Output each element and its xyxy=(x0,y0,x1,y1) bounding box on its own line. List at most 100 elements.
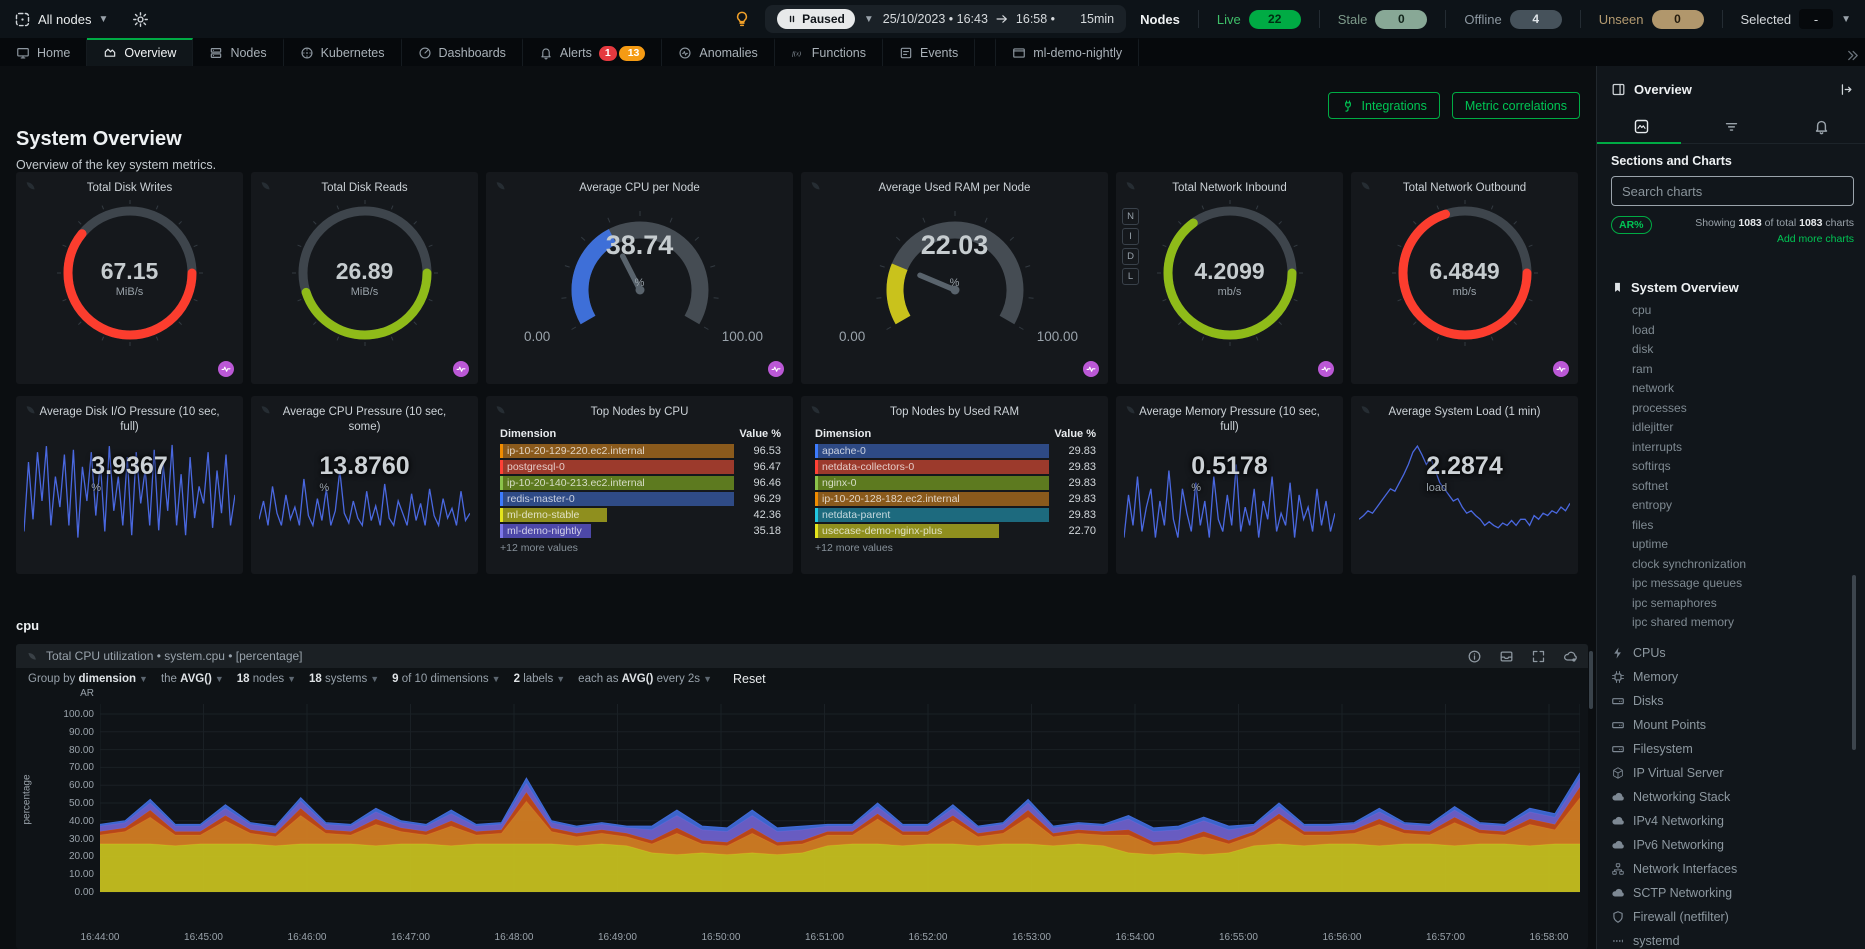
tab-ml-demo-nightly[interactable]: ml-demo-nightly xyxy=(995,38,1140,66)
sidebar-section-sctp-networking[interactable]: SCTP Networking xyxy=(1611,881,1865,905)
sidebar-section-ipv4-networking[interactable]: IPv4 Networking xyxy=(1611,809,1865,833)
sidebar-item-uptime[interactable]: uptime xyxy=(1632,537,1669,551)
anomaly-badge[interactable] xyxy=(1083,361,1099,377)
sidebar-section-mount-points[interactable]: Mount Points xyxy=(1611,713,1865,737)
tab-functions[interactable]: f(x) Functions xyxy=(775,38,883,66)
sidebar-section-filesystem[interactable]: Filesystem xyxy=(1611,737,1865,761)
toolbar-dropdown-avg[interactable]: the AVG() ▼ xyxy=(160,673,224,685)
toolbar-dropdown-9of-10-dimensions[interactable]: 9 of 10 dimensions ▼ xyxy=(392,673,501,685)
toolbar-dropdown-18nodes[interactable]: 18 nodes ▼ xyxy=(236,673,297,685)
chevrons-right-icon[interactable] xyxy=(1845,48,1860,63)
sidebar-item-softnet[interactable]: softnet xyxy=(1632,478,1669,493)
sidebar-item-clock-synchronization[interactable]: clock synchronization xyxy=(1632,556,1747,571)
collapse-sidebar-icon[interactable] xyxy=(1839,82,1854,97)
tab-home[interactable]: Home xyxy=(0,38,88,66)
toolbar-dropdown-2labels[interactable]: 2 labels ▼ xyxy=(513,673,566,685)
sidebar-item-cpu[interactable]: cpu xyxy=(1632,303,1652,317)
sidebar-item-ipc-message-queues[interactable]: ipc message queues xyxy=(1632,576,1743,590)
reset-button[interactable]: Reset xyxy=(732,672,766,686)
sidebar-item-interrupts[interactable]: interrupts xyxy=(1632,439,1683,454)
sidebar-section-ip-virtual-server[interactable]: IP Virtual Server xyxy=(1611,761,1865,785)
gauge[interactable] xyxy=(1116,198,1343,384)
more-values-link[interactable]: +12 more values xyxy=(815,542,893,554)
time-picker[interactable]: Paused ▼ 25/10/2023 • 16:43 16:58 • 15mi… xyxy=(765,5,1127,33)
gauge[interactable] xyxy=(251,198,478,384)
gauge[interactable] xyxy=(16,198,243,384)
table-row[interactable]: ip-10-20-128-182.ec2.internal 29.83 xyxy=(815,492,1096,506)
overlay-letter-i[interactable]: I xyxy=(1122,228,1139,245)
sidebar-section-disks[interactable]: Disks xyxy=(1611,689,1865,713)
table-row[interactable]: ml-demo-stable 42.36 xyxy=(500,508,781,522)
stale-count-badge[interactable]: 0 xyxy=(1375,9,1428,29)
sidebar-section-network-interfaces[interactable]: Network Interfaces xyxy=(1611,857,1865,881)
sidebar-item-ram[interactable]: ram xyxy=(1632,361,1653,376)
sidebar-section-memory[interactable]: Memory xyxy=(1611,665,1865,689)
table-row[interactable]: ip-10-20-129-220.ec2.internal 96.53 xyxy=(500,444,781,458)
table-row[interactable]: nginx-0 29.83 xyxy=(815,476,1096,490)
sidebar-item-softirqs[interactable]: softirqs xyxy=(1632,459,1671,473)
sidebar-section-systemd[interactable]: systemd xyxy=(1611,929,1865,949)
sidebar-item-ipc-semaphores[interactable]: ipc semaphores xyxy=(1632,595,1717,610)
tab-anomalies[interactable]: Anomalies xyxy=(662,38,775,66)
sidebar-item-files[interactable]: files xyxy=(1632,517,1654,532)
sidebar-item-ipc-shared-memory[interactable]: ipc shared memory xyxy=(1632,615,1735,629)
sparkline-chart[interactable] xyxy=(1123,440,1336,562)
gauge[interactable] xyxy=(486,198,793,384)
chart-type-icon[interactable] xyxy=(1499,649,1514,664)
sidebar-section-ipv6-networking[interactable]: IPv6 Networking xyxy=(1611,833,1865,857)
sidebar-item-processes[interactable]: processes xyxy=(1632,400,1687,415)
overlay-letter-l[interactable]: L xyxy=(1122,268,1139,285)
toolbar-dropdown-dimension[interactable]: Group by dimension ▼ xyxy=(28,673,148,685)
search-input[interactable] xyxy=(1611,176,1854,206)
live-count-badge[interactable]: 22 xyxy=(1248,9,1301,29)
tab-filters[interactable] xyxy=(1687,109,1777,143)
anomaly-badge[interactable] xyxy=(768,361,784,377)
sidebar-item-disk[interactable]: disk xyxy=(1632,342,1654,356)
tab-charts[interactable] xyxy=(1597,109,1687,143)
integrations-button[interactable]: Integrations xyxy=(1327,92,1440,119)
add-more-charts-link[interactable]: Add more charts xyxy=(1776,232,1854,245)
sparkline-chart[interactable] xyxy=(23,440,236,562)
offline-count-badge[interactable]: 4 xyxy=(1509,9,1562,29)
anomaly-badge[interactable] xyxy=(218,361,234,377)
main-scrollbar[interactable] xyxy=(1589,651,1593,709)
cpu-area-chart[interactable] xyxy=(100,700,1580,902)
tab-events[interactable]: Events xyxy=(883,38,976,66)
overlay-letter-n[interactable]: N xyxy=(1122,208,1139,225)
ar-percent-badge[interactable]: AR% xyxy=(1611,216,1652,234)
selected-count[interactable]: - xyxy=(1799,9,1834,29)
sidebar-scrollbar[interactable] xyxy=(1852,575,1856,750)
toolbar-dropdown-18systems[interactable]: 18 systems ▼ xyxy=(309,673,380,685)
gauge[interactable] xyxy=(1351,198,1578,384)
table-row[interactable]: ip-10-20-140-213.ec2.internal 96.46 xyxy=(500,476,781,490)
tab-dashboards[interactable]: Dashboards xyxy=(402,38,523,66)
anomaly-badge[interactable] xyxy=(1553,361,1569,377)
anomaly-badge[interactable] xyxy=(453,361,469,377)
more-values-link[interactable]: +12 more values xyxy=(500,542,578,554)
table-row[interactable]: apache-0 29.83 xyxy=(815,444,1096,458)
sparkline-chart[interactable] xyxy=(258,440,471,562)
node-scope-selector[interactable]: All nodes ▼ xyxy=(0,11,108,28)
sidebar-group-system-overview[interactable]: System Overview xyxy=(1611,280,1865,295)
sparkline-chart[interactable] xyxy=(1358,440,1571,562)
sidebar-section-networking-stack[interactable]: Networking Stack xyxy=(1611,785,1865,809)
download-icon[interactable] xyxy=(1563,649,1578,664)
anomaly-badge[interactable] xyxy=(1318,361,1334,377)
news-bulb-icon[interactable] xyxy=(733,10,751,28)
sidebar-section-firewall-netfilter[interactable]: Firewall (netfilter) xyxy=(1611,905,1865,929)
metric-correlations-button[interactable]: Metric correlations xyxy=(1451,92,1580,119)
pause-button[interactable]: Paused xyxy=(777,9,855,29)
tab-nodes[interactable]: Nodes xyxy=(193,38,284,66)
toolbar-dropdown-avg-every-2s[interactable]: each as AVG() every 2s ▼ xyxy=(578,673,712,685)
fullscreen-icon[interactable] xyxy=(1531,649,1546,664)
sidebar-item-network[interactable]: network xyxy=(1632,381,1675,395)
tab-alerts[interactable]: Alerts 1 13 xyxy=(523,38,663,66)
table-row[interactable]: netdata-parent 29.83 xyxy=(815,508,1096,522)
overlay-letter-d[interactable]: D xyxy=(1122,248,1139,265)
table-row[interactable]: redis-master-0 96.29 xyxy=(500,492,781,506)
gear-icon[interactable] xyxy=(132,11,149,28)
tab-alerts[interactable] xyxy=(1776,109,1865,143)
table-row[interactable]: netdata-collectors-0 29.83 xyxy=(815,460,1096,474)
unseen-count-badge[interactable]: 0 xyxy=(1651,9,1704,29)
sidebar-item-entropy[interactable]: entropy xyxy=(1632,498,1673,512)
